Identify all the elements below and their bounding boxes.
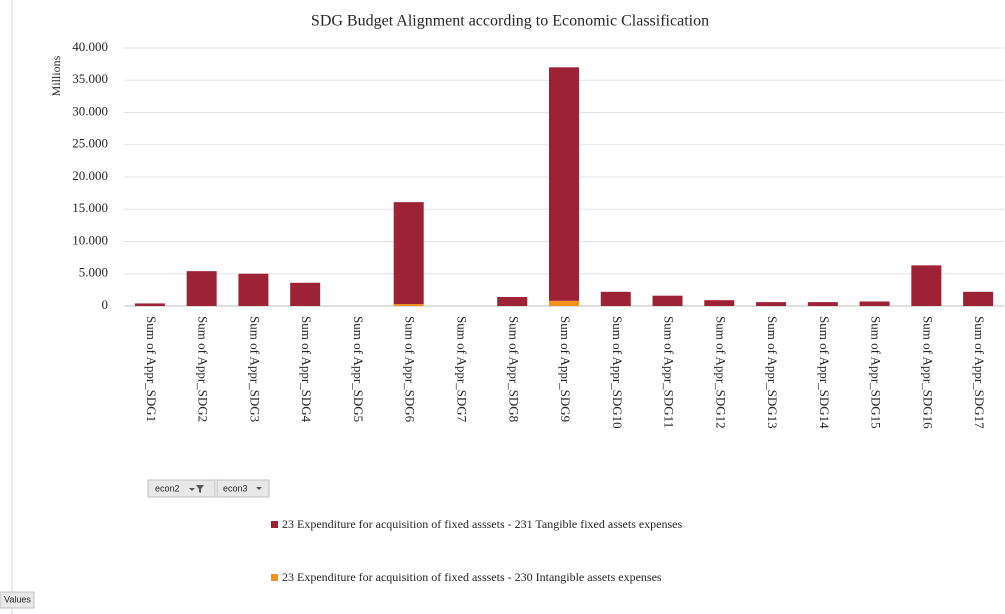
x-tick-label: Sum of Appr_SDG12	[713, 316, 728, 429]
x-tick-label: Sum of Appr_SDG6	[403, 316, 418, 423]
y-tick-label: 35.000	[72, 71, 108, 86]
legend-swatch	[271, 521, 278, 528]
x-tick-label: Sum of Appr_SDG8	[506, 316, 521, 422]
x-tick-label: Sum of Appr_SDG17	[972, 316, 987, 429]
chart-title: SDG Budget Alignment according to Econom…	[311, 13, 709, 30]
bar-segment	[497, 296, 528, 306]
y-axis-label: Millions	[49, 55, 63, 96]
x-tick-label: Sum of Appr_SDG2	[196, 316, 211, 422]
bar-segment	[549, 67, 579, 301]
y-tick-label: 15.000	[72, 200, 108, 215]
bar-segment	[600, 291, 631, 306]
bar-segment	[134, 303, 165, 306]
bar-segment	[911, 265, 942, 306]
x-tick-label: Sum of Appr_SDG14	[817, 316, 832, 429]
y-tick-label: 0	[102, 297, 109, 312]
field-button[interactable]: econ3	[216, 479, 270, 498]
bar-segment	[963, 291, 994, 306]
field-button-label: econ2	[155, 483, 180, 493]
x-tick-label: Sum of Appr_SDG1	[144, 316, 159, 422]
bar-segment	[393, 304, 424, 306]
x-tick-label: Sum of Appr_SDG16	[920, 316, 935, 429]
x-tick-label: Sum of Appr_SDG15	[869, 316, 884, 429]
y-tick-label: 25.000	[72, 136, 108, 151]
x-tick-label: Sum of Appr_SDG9	[558, 316, 573, 422]
x-tick-label: Sum of Appr_SDG3	[247, 316, 262, 422]
legend-swatch	[271, 574, 278, 581]
bar-segment	[807, 302, 838, 306]
y-tick-label: 5.000	[79, 265, 108, 280]
x-tick-label: Sum of Appr_SDG13	[765, 316, 780, 429]
values-button-label: Values	[4, 594, 31, 604]
bar-segment	[756, 302, 787, 306]
bar-segment	[290, 282, 321, 306]
x-tick-label: Sum of Appr_SDG7	[454, 316, 469, 423]
field-button[interactable]: econ2	[147, 479, 216, 498]
y-tick-label: 30.000	[72, 103, 108, 118]
values-button[interactable]: Values	[0, 591, 35, 609]
bar-segment	[393, 202, 424, 305]
x-tick-label: Sum of Appr_SDG10	[610, 316, 625, 429]
bar-segment	[238, 273, 269, 306]
bar-segment	[704, 300, 735, 306]
y-tick-label: 10.000	[72, 232, 108, 247]
bar-segment	[859, 301, 890, 306]
y-tick-label: 20.000	[72, 168, 108, 183]
field-button-label: econ3	[223, 483, 248, 493]
bar-segment	[186, 271, 217, 306]
bar-segment	[652, 295, 683, 306]
legend-label: 23 Expenditure for acquisition of fixed …	[282, 517, 683, 531]
x-tick-label: Sum of Appr_SDG4	[299, 316, 314, 423]
legend-label: 23 Expenditure for acquisition of fixed …	[282, 570, 662, 584]
x-tick-label: Sum of Appr_SDG11	[662, 316, 677, 428]
y-tick-label: 40.000	[72, 39, 108, 54]
x-tick-label: Sum of Appr_SDG5	[351, 316, 366, 422]
bar-segment	[549, 300, 579, 306]
